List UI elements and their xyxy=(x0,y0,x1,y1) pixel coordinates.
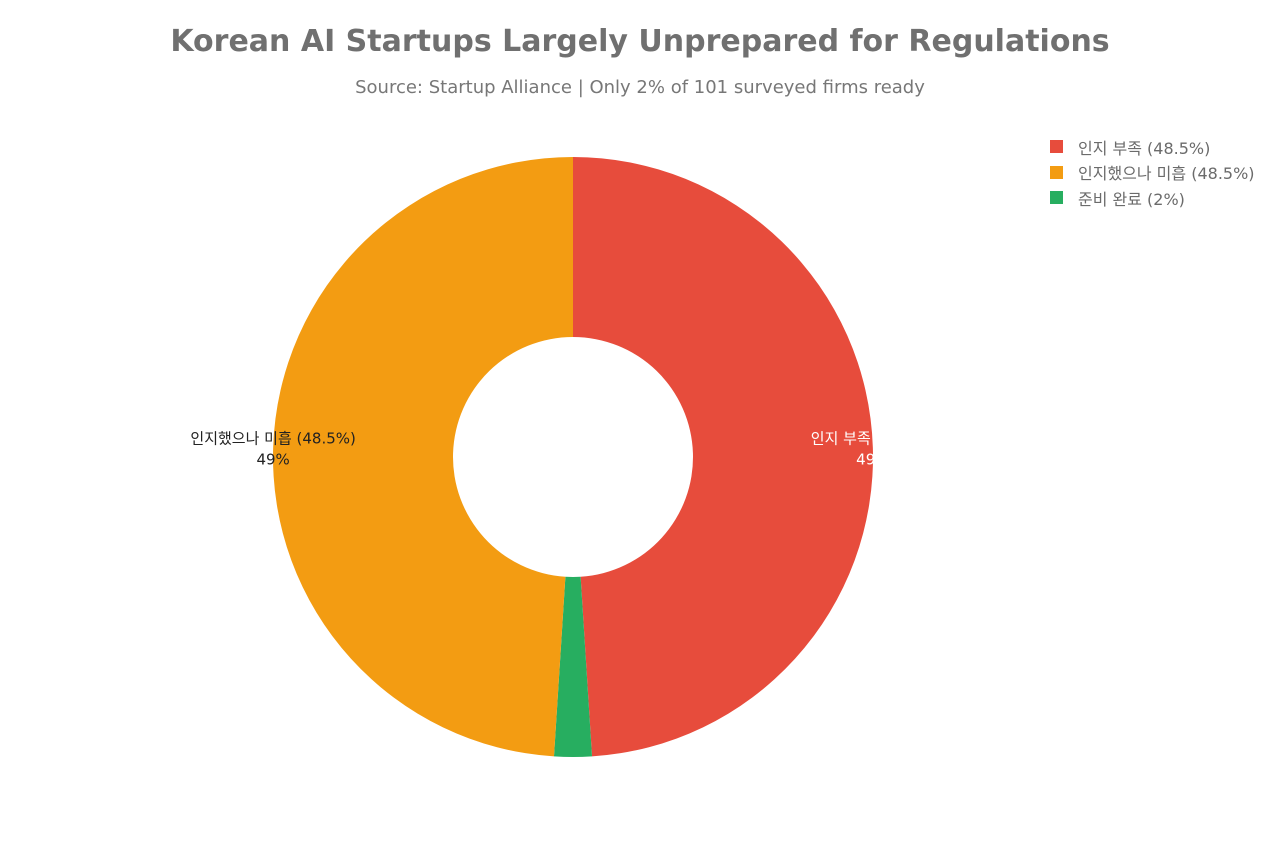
slice-label-name-0: 인지 부족 (48.5%) xyxy=(811,429,935,447)
legend-swatch-1 xyxy=(1050,165,1063,179)
legend-item-0[interactable]: 인지 부족 (48.5%) xyxy=(1050,134,1255,160)
legend-label-2: 준비 완료 (2%) xyxy=(1078,189,1185,209)
legend-swatch-0 xyxy=(1050,140,1063,154)
donut-slice-2[interactable] xyxy=(553,576,593,757)
legend-label-0: 인지 부족 (48.5%) xyxy=(1078,138,1211,158)
slice-label-name-1: 인지했으나 미흡 (48.5%) xyxy=(190,429,356,447)
chart-legend: 인지 부족 (48.5%) 인지했으나 미흡 (48.5%) 준비 완료 (2%) xyxy=(1050,134,1255,211)
slice-label-percent-1: 49% xyxy=(256,450,289,468)
slice-label-percent-0: 49% xyxy=(856,450,889,468)
legend-item-1[interactable]: 인지했으나 미흡 (48.5%) xyxy=(1050,160,1255,186)
legend-swatch-2 xyxy=(1050,191,1063,205)
chart-subtitle: Source: Startup Alliance | Only 2% of 10… xyxy=(355,77,925,98)
slice-label-1: 인지했으나 미흡 (48.5%) 49% xyxy=(190,429,356,468)
legend-item-2[interactable]: 준비 완료 (2%) xyxy=(1050,185,1255,211)
slice-label-0: 인지 부족 (48.5%) 49% xyxy=(811,429,935,468)
chart-title: Korean AI Startups Largely Unprepared fo… xyxy=(170,24,1110,59)
legend-label-1: 인지했으나 미흡 (48.5%) xyxy=(1078,164,1255,184)
donut-slice-1[interactable] xyxy=(272,157,573,757)
donut-slice-0[interactable] xyxy=(573,157,874,757)
